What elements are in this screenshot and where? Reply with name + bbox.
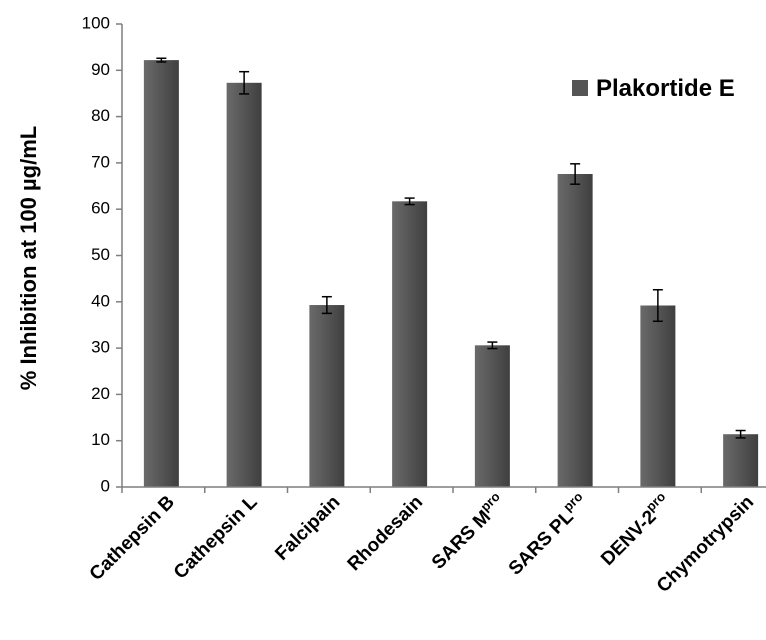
bar — [640, 305, 676, 487]
x-tick-label: Cathepsin B — [86, 492, 179, 585]
x-tick-label: DENV-2pro — [594, 489, 675, 570]
bar — [392, 201, 428, 488]
error-bar — [570, 163, 581, 185]
legend-swatch — [572, 80, 588, 96]
x-tick-label: SARS Mpro — [425, 489, 510, 574]
error-bar — [156, 57, 167, 63]
bar — [226, 82, 262, 488]
y-axis-ticks: 0 10 20 30 40 50 60 70 80 90 100 — [82, 13, 702, 495]
y-tick-label: 30 — [91, 338, 110, 357]
error-bar — [487, 341, 498, 350]
bar — [723, 434, 759, 487]
x-tick-label: SARS PLpro — [502, 489, 593, 580]
bar — [143, 60, 179, 487]
y-tick-label: 80 — [91, 106, 110, 125]
y-tick-label: 40 — [91, 291, 110, 310]
error-bar — [239, 70, 250, 95]
error-bar — [321, 295, 332, 315]
y-tick-label: 70 — [91, 152, 110, 171]
bar — [557, 174, 593, 487]
bar — [474, 345, 510, 487]
legend: Plakortide E — [572, 75, 735, 102]
error-bar — [735, 429, 746, 439]
y-tick-label: 20 — [91, 384, 110, 403]
x-tick-label: Chymotrypsin — [653, 492, 758, 597]
x-tick-label: Rhodesain — [344, 492, 428, 576]
error-bars — [156, 57, 746, 439]
x-tick-label: Cathepsin L — [170, 491, 262, 583]
y-tick-label: 0 — [101, 476, 110, 495]
y-axis-label: % Inhibition at 100 µg/mL — [16, 126, 41, 390]
legend-label: Plakortide E — [596, 75, 735, 102]
y-tick-label: 90 — [91, 60, 110, 79]
y-tick-label: 10 — [91, 430, 110, 449]
y-tick-label: 50 — [91, 245, 110, 264]
bars — [143, 60, 759, 488]
error-bar — [652, 289, 663, 322]
x-tick-label: Falcipain — [271, 492, 344, 565]
y-tick-label: 100 — [82, 13, 110, 32]
y-tick-label: 60 — [91, 199, 110, 218]
bar — [309, 305, 345, 487]
error-bar — [404, 197, 415, 206]
